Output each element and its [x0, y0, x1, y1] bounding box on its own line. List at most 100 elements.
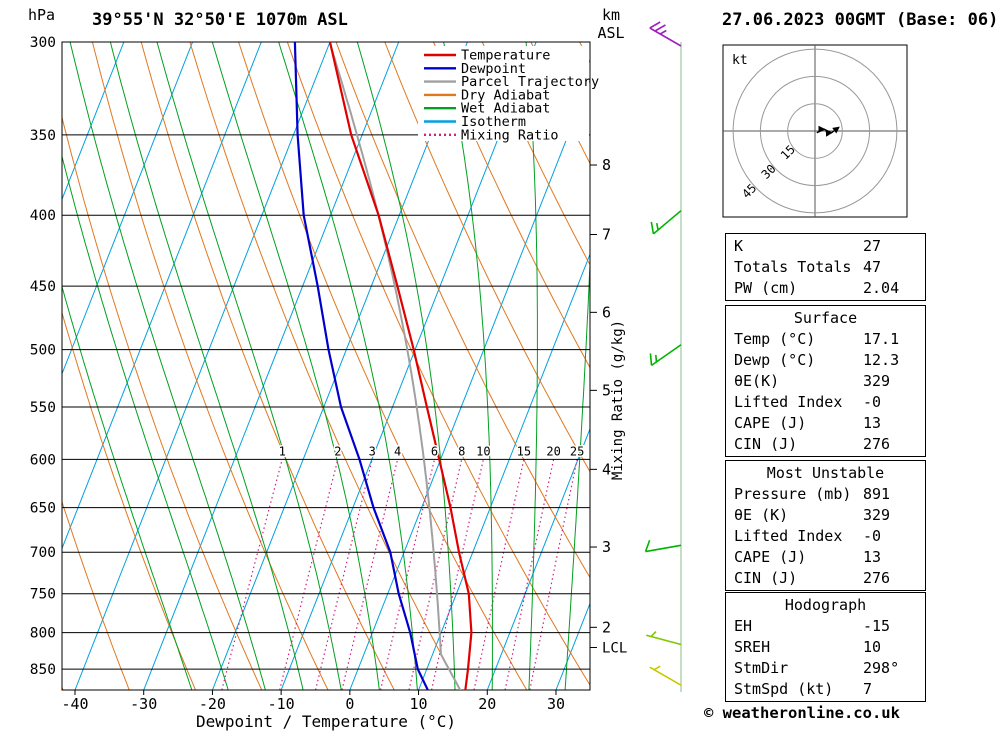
profile-curves	[293, 42, 473, 690]
isotherm	[62, 42, 262, 550]
stat-label: Dewp (°C)	[734, 351, 816, 369]
isotherm	[62, 42, 125, 201]
x-axis-title: Dewpoint / Temperature (°C)	[195, 712, 457, 731]
isotherm	[280, 42, 537, 690]
table-row: Totals Totals 47	[726, 257, 925, 278]
indices-table: K 27 Totals Totals 47 PW (cm) 2.04	[725, 233, 926, 301]
pressure-tick-label: 700	[30, 545, 56, 561]
temp-tick-label: -30	[130, 695, 157, 713]
mixing-ratio-line	[408, 459, 463, 690]
km-tick-label: 5	[602, 381, 611, 399]
wind-barb	[649, 21, 682, 47]
table-title: Surface	[793, 309, 858, 327]
copyright: © weatheronline.co.uk	[704, 704, 900, 722]
dry-adiabat	[921, 42, 1000, 690]
mixing-ratio-line	[504, 459, 555, 690]
km-unit-label: km	[601, 6, 621, 24]
pressure-tick-label: 350	[30, 128, 56, 144]
table-title: Hodograph	[784, 596, 867, 614]
wet-adiabat	[62, 285, 193, 690]
table-row: StmSpd (kt) 7	[726, 679, 925, 700]
table-row: Dewp (°C) 12.3	[726, 350, 925, 371]
pressure-unit-label: hPa	[28, 6, 56, 24]
mixing-ratio-value: 3	[369, 444, 376, 458]
dry-adiabat	[140, 42, 395, 690]
hodograph-ring	[732, 48, 898, 214]
skewt-background-lines	[62, 42, 1000, 690]
pressure-tick-label: 750	[30, 587, 56, 603]
wet-adiabat	[564, 254, 590, 690]
temperature-curve	[328, 42, 473, 690]
table-row: CAPE (J) 13	[726, 547, 925, 568]
mixing-ratio-value: 8	[458, 444, 465, 458]
temp-tick-label: -20	[199, 695, 226, 713]
stat-label: θE (K)	[734, 506, 789, 524]
stat-label: Totals Totals	[734, 258, 852, 276]
km-tick-label: 3	[602, 538, 611, 556]
mixing-ratio-axis-label: Mixing Ratio (g/kg)	[610, 320, 626, 480]
dry-adiabat	[238, 42, 528, 690]
pressure-tick-label: 800	[30, 626, 56, 642]
stat-label: CAPE (J)	[734, 414, 807, 432]
dry-adiabat	[62, 311, 196, 690]
table-title: Most Unstable	[766, 464, 885, 482]
wet-adiabat	[62, 154, 229, 690]
legend-label: Mixing Ratio	[461, 127, 559, 143]
mixing-ratio-line	[473, 459, 525, 690]
stat-value: -0	[863, 393, 882, 411]
stat-label: Lifted Index	[734, 527, 843, 545]
pressure-tick-label: 600	[30, 452, 56, 468]
temp-tick-label: 0	[345, 695, 354, 713]
stat-value: 329	[863, 372, 891, 390]
stat-label: StmSpd (kt)	[734, 680, 834, 698]
dry-adiabat	[481, 42, 590, 266]
stat-value: 2.04	[863, 279, 900, 297]
table-row: Lifted Index -0	[726, 392, 925, 413]
altitude-unit-label: km ASL	[588, 6, 634, 42]
wet-adiabat	[356, 42, 456, 690]
stat-label: K	[734, 237, 744, 255]
wind-barb	[644, 539, 682, 553]
dry-adiabat	[62, 500, 130, 690]
legend-label: Parcel Trajectory	[461, 74, 599, 90]
mixing-ratio-value: 6	[431, 444, 438, 458]
legend-label: Dewpoint	[461, 61, 526, 77]
table-row: CIN (J) 276	[726, 434, 925, 455]
km-tick-label: 6	[602, 303, 611, 321]
dry-adiabat	[91, 42, 329, 690]
temp-tick-label: 30	[547, 695, 565, 713]
stat-label: CIN (J)	[734, 435, 798, 453]
dewpoint-curve	[293, 42, 430, 690]
temp-tick-label: -10	[268, 695, 295, 713]
stat-value: 27	[863, 237, 882, 255]
hodograph-ring	[787, 103, 843, 159]
stat-value: 47	[863, 258, 882, 276]
wet-adiabat	[278, 42, 418, 690]
temp-tick-label: -40	[61, 695, 88, 713]
isotherm	[349, 78, 590, 690]
stat-label: CAPE (J)	[734, 548, 807, 566]
wet-adiabat	[109, 42, 304, 690]
dry-adiabat	[286, 42, 590, 687]
stat-label: Pressure (mb)	[734, 485, 852, 503]
table-row: Temp (°C) 17.1	[726, 329, 925, 350]
asl-unit-label: ASL	[597, 24, 625, 42]
wind-column	[644, 21, 682, 692]
table-row: CAPE (J) 13	[726, 413, 925, 434]
dry-adiabat	[189, 42, 461, 690]
mixing-ratio-line	[380, 459, 436, 690]
km-tick-label: 7	[602, 225, 611, 243]
table-row: SREH 10	[726, 637, 925, 658]
wet-adiabat	[69, 42, 266, 690]
mixing-ratio-value: 25	[570, 444, 584, 458]
stat-label: SREH	[734, 638, 771, 656]
stat-label: CIN (J)	[734, 569, 798, 587]
pressure-tick-label: 400	[30, 208, 56, 224]
stat-label: StmDir	[734, 659, 789, 677]
stat-label: PW (cm)	[734, 279, 798, 297]
table-row: StmDir 298°	[726, 658, 925, 679]
table-row: K 27	[726, 236, 925, 257]
